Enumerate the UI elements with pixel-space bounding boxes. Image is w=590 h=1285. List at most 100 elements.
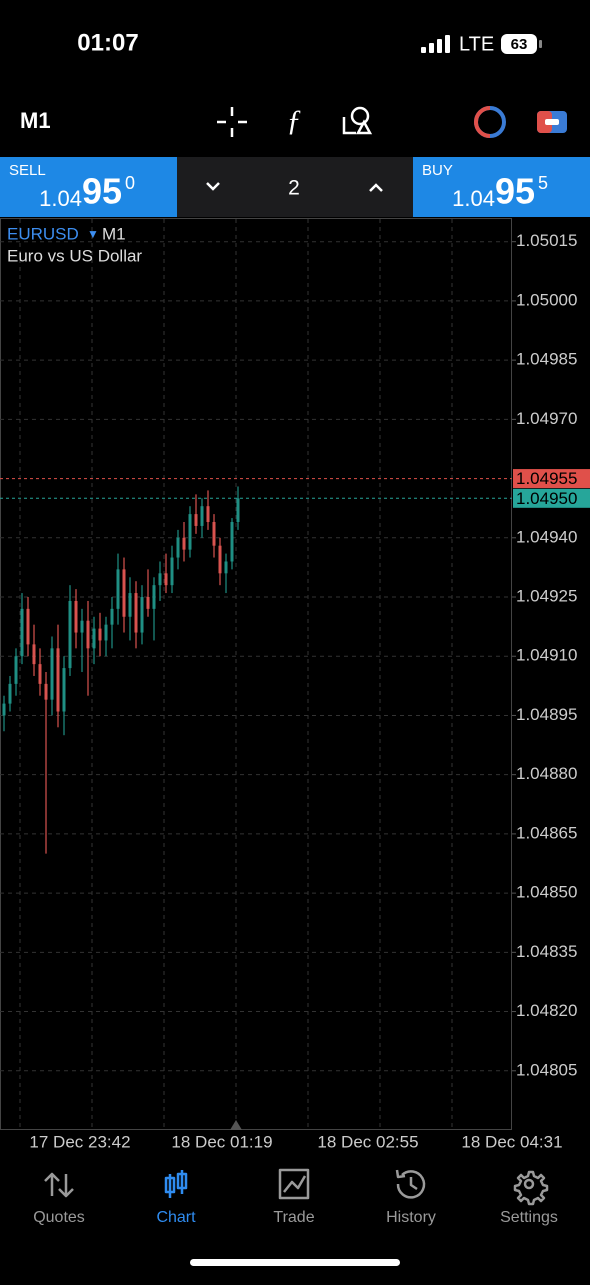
buy-price-pips: 95 <box>495 171 535 212</box>
x-tick-label: 18 Dec 04:31 <box>461 1132 562 1151</box>
candle-body <box>122 569 126 617</box>
candle-body <box>140 597 144 633</box>
chart-symbol[interactable]: EURUSD <box>7 224 79 243</box>
candle-body <box>74 600 78 633</box>
scroll-marker <box>230 1120 242 1130</box>
y-tick-label: 1.04835 <box>516 942 577 961</box>
tab-icon <box>278 1168 310 1200</box>
candle-body <box>32 644 36 665</box>
y-tick-label: 1.04805 <box>516 1060 577 1079</box>
chart-timeframe: M1 <box>102 224 126 243</box>
sell-price-pips: 95 <box>82 171 122 212</box>
sell-price-head: 1.04 <box>39 186 82 211</box>
candle-body <box>230 522 234 562</box>
candle-body <box>212 522 216 546</box>
buy-price-point: 5 <box>538 173 548 193</box>
x-tick-label: 17 Dec 23:42 <box>29 1132 130 1151</box>
x-tick-label: 18 Dec 02:55 <box>317 1132 418 1151</box>
candle-body <box>20 608 24 657</box>
candle-body <box>110 608 114 625</box>
symbol-dropdown[interactable]: ▼ <box>87 227 99 241</box>
timeframe-button[interactable]: M1 <box>20 108 51 133</box>
network-label: LTE <box>459 33 494 55</box>
candle-body <box>164 573 168 586</box>
tab-label: History <box>386 1209 436 1226</box>
y-tick-label: 1.04910 <box>516 646 577 665</box>
candle-body <box>104 624 108 641</box>
tab-icon <box>513 1170 549 1206</box>
candle-body <box>116 569 120 609</box>
candle-body <box>86 620 90 649</box>
y-tick-label: 1.04880 <box>516 764 577 783</box>
y-tick-label: 1.04925 <box>516 586 577 605</box>
candle-body <box>182 537 186 550</box>
candle-body <box>170 557 174 586</box>
x-tick-label: 18 Dec 01:19 <box>171 1132 272 1151</box>
candle-body <box>38 664 42 684</box>
candle-body <box>68 600 72 669</box>
tab-label: Trade <box>273 1209 314 1226</box>
candle-body <box>128 593 132 617</box>
y-tick-label: 1.04820 <box>516 1001 577 1020</box>
signal-icon <box>421 35 450 53</box>
tab[interactable]: Chart <box>156 1170 196 1226</box>
candle-body <box>62 668 66 712</box>
candle-body <box>44 683 48 700</box>
crosshair-button[interactable] <box>217 107 247 137</box>
tab-label: Quotes <box>33 1209 85 1226</box>
battery-icon <box>501 34 537 54</box>
ask-label: 1.04955 <box>516 469 577 488</box>
candle-body <box>50 648 54 700</box>
buy-price-head: 1.04 <box>452 186 495 211</box>
sell-label: SELL <box>9 162 46 179</box>
candle-body <box>158 573 162 586</box>
volume-up[interactable] <box>369 183 383 192</box>
tab[interactable]: Quotes <box>33 1172 85 1226</box>
bid-label-bg <box>513 488 590 508</box>
candle-body <box>146 597 150 609</box>
one-click-button[interactable] <box>474 106 506 138</box>
buy-button[interactable] <box>413 157 590 217</box>
objects-button[interactable] <box>342 106 373 135</box>
bid-label: 1.04950 <box>516 489 577 508</box>
tab[interactable]: Settings <box>500 1170 558 1226</box>
plot <box>0 241 512 1072</box>
tab-label: Settings <box>500 1209 558 1226</box>
candle-body <box>8 683 12 704</box>
candle-body <box>218 545 222 574</box>
candle-body <box>152 585 156 609</box>
y-tick-label: 1.04970 <box>516 409 577 428</box>
buy-label: BUY <box>422 162 453 179</box>
ask-label-bg <box>513 469 590 489</box>
candle-body <box>92 628 96 649</box>
chart-frame <box>0 218 512 1130</box>
candle-body <box>176 537 180 558</box>
candle-body <box>2 703 6 716</box>
candle-body <box>98 628 102 641</box>
tab-label: Chart <box>156 1209 196 1226</box>
home-indicator <box>190 1259 400 1266</box>
y-tick-label: 1.04985 <box>516 350 577 369</box>
y-tick-label: 1.04850 <box>516 883 577 902</box>
tab[interactable]: Trade <box>273 1168 315 1226</box>
tab-icon-dot <box>523 1178 535 1190</box>
candle-body <box>80 620 84 633</box>
trade-button[interactable] <box>537 111 567 133</box>
volume-value[interactable]: 2 <box>288 177 300 200</box>
volume-down[interactable] <box>206 182 220 191</box>
tab-bar: Quotes Chart Trade History Settings <box>33 1168 558 1226</box>
candle-body <box>26 608 30 645</box>
y-tick-label: 1.04895 <box>516 705 577 724</box>
indicators-button[interactable]: ƒ <box>287 104 302 137</box>
candle-body <box>200 506 204 526</box>
y-tick-label: 1.05000 <box>516 290 577 309</box>
y-tick-label: 1.04940 <box>516 527 577 546</box>
sell-button[interactable] <box>0 157 177 217</box>
candle-body <box>188 514 192 550</box>
status-time: 01:07 <box>77 29 138 56</box>
candle-body <box>14 656 18 684</box>
tab-icon <box>164 1170 188 1198</box>
candle-body <box>56 648 60 712</box>
tab[interactable]: History <box>386 1169 436 1226</box>
